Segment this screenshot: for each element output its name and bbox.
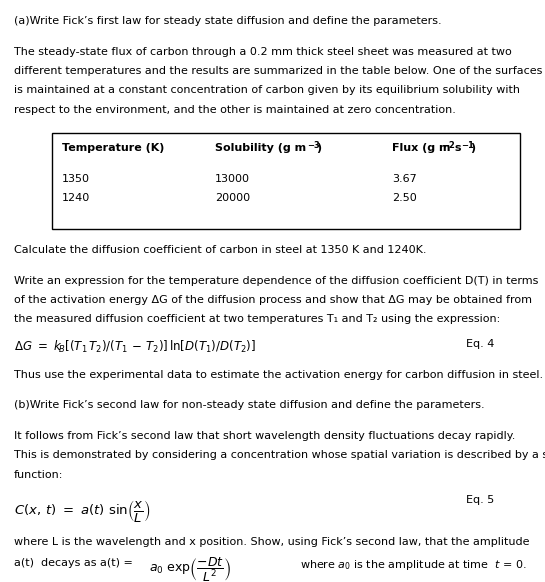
Text: Calculate the diffusion coefficient of carbon in steel at 1350 K and 1240K.: Calculate the diffusion coefficient of c… <box>14 245 426 255</box>
Text: respect to the environment, and the other is maintained at zero concentration.: respect to the environment, and the othe… <box>14 105 456 115</box>
Text: where L is the wavelength and x position. Show, using Fick’s second law, that th: where L is the wavelength and x position… <box>14 537 529 546</box>
Text: of the activation energy ΔG of the diffusion process and show that ΔG may be obt: of the activation energy ΔG of the diffu… <box>14 295 531 305</box>
Text: $a_0\ \exp\!\left(\dfrac{-Dt}{L^2}\right)$: $a_0\ \exp\!\left(\dfrac{-Dt}{L^2}\right… <box>149 556 231 582</box>
Text: Write an expression for the temperature dependence of the diffusion coefficient : Write an expression for the temperature … <box>14 276 538 286</box>
Text: different temperatures and the results are summarized in the table below. One of: different temperatures and the results a… <box>14 66 542 76</box>
Text: the measured diffusion coefficient at two temperatures T₁ and T₂ using the expre: the measured diffusion coefficient at tw… <box>14 314 500 324</box>
Text: −2: −2 <box>442 141 455 150</box>
Text: Solubility (g m: Solubility (g m <box>215 143 306 153</box>
Text: Thus use the experimental data to estimate the activation energy for carbon diff: Thus use the experimental data to estima… <box>14 370 543 379</box>
Text: where $a_0$ is the amplitude at time  $t$ = 0.: where $a_0$ is the amplitude at time $t$… <box>300 558 526 572</box>
Text: is maintained at a constant concentration of carbon given by its equilibrium sol: is maintained at a constant concentratio… <box>14 86 519 95</box>
Text: Eq. 5: Eq. 5 <box>466 495 494 505</box>
FancyBboxPatch shape <box>52 133 520 229</box>
Text: 3.67: 3.67 <box>392 174 417 184</box>
Text: The steady-state flux of carbon through a 0.2 mm thick steel sheet was measured : The steady-state flux of carbon through … <box>14 47 511 57</box>
Text: $C(x,\,t)\ =\ a(t)\ \sin\!\left(\dfrac{x}{L}\right)$: $C(x,\,t)\ =\ a(t)\ \sin\!\left(\dfrac{x… <box>14 498 150 524</box>
Text: 1240: 1240 <box>62 193 90 203</box>
Text: −3: −3 <box>307 141 319 150</box>
Text: ): ) <box>470 143 475 153</box>
Text: ): ) <box>316 143 321 153</box>
Text: It follows from Fick’s second law that short wavelength density fluctuations dec: It follows from Fick’s second law that s… <box>14 431 515 441</box>
Text: This is demonstrated by considering a concentration whose spatial variation is d: This is demonstrated by considering a co… <box>14 450 545 460</box>
Text: a(t)  decays as a(t) =: a(t) decays as a(t) = <box>14 558 136 568</box>
Text: 20000: 20000 <box>215 193 250 203</box>
Text: 2.50: 2.50 <box>392 193 417 203</box>
Text: (a)Write Fick’s first law for steady state diffusion and define the parameters.: (a)Write Fick’s first law for steady sta… <box>14 16 441 26</box>
Text: function:: function: <box>14 470 63 480</box>
Text: (b)Write Fick’s second law for non-steady state diffusion and define the paramet: (b)Write Fick’s second law for non-stead… <box>14 400 485 410</box>
Text: Flux (g m: Flux (g m <box>392 143 451 153</box>
Text: s: s <box>451 143 462 153</box>
Text: Temperature (K): Temperature (K) <box>62 143 164 153</box>
Text: −1: −1 <box>462 141 475 150</box>
Text: 1350: 1350 <box>62 174 89 184</box>
Text: 13000: 13000 <box>215 174 250 184</box>
Text: Eq. 4: Eq. 4 <box>466 339 494 349</box>
Text: $\Delta G\ =\ k_{\!B}[(T_1\,T_2)/(T_1\,-\,T_2)]\,\ln[D(T_1)/D(T_2)]$: $\Delta G\ =\ k_{\!B}[(T_1\,T_2)/(T_1\,-… <box>14 339 256 355</box>
